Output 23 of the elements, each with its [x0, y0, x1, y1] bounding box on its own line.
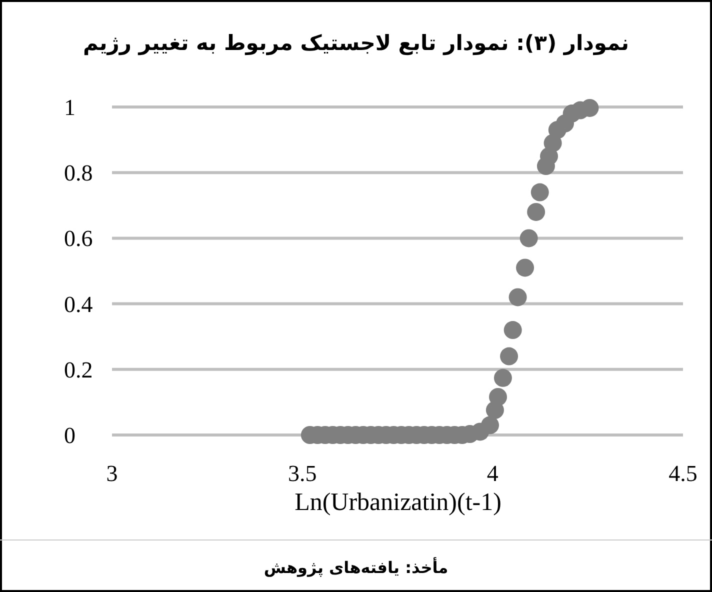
point	[481, 416, 499, 434]
y-tick-label: 0.8	[64, 160, 93, 186]
point	[520, 229, 538, 248]
x-axis-title: Ln(Urbanizatin)(t-1)	[294, 489, 502, 516]
x-tick-label: 3.5	[288, 461, 317, 486]
point	[494, 368, 512, 387]
point	[516, 258, 534, 277]
x-tick-label: 4	[486, 461, 499, 486]
y-tick-label: 0.6	[64, 226, 93, 252]
x-tick-label: 3	[106, 461, 118, 486]
y-tick-label: 0	[64, 423, 76, 448]
point	[530, 183, 549, 202]
point	[504, 321, 522, 340]
y-tick-label: 0.2	[64, 357, 93, 382]
point	[500, 347, 518, 366]
point	[488, 388, 507, 406]
x-tick-label: 4.5	[668, 461, 698, 486]
text: مأخذ: یافته‌های پژوهش	[264, 557, 448, 577]
y-tick-label: 0.4	[64, 292, 94, 317]
y-tick-label: 1	[64, 95, 76, 120]
point	[508, 288, 527, 306]
point	[527, 202, 546, 221]
chart-title: نمودار (۳): نمودار تابع لاجستیک مربوط به تغییر رژیم	[82, 31, 630, 56]
